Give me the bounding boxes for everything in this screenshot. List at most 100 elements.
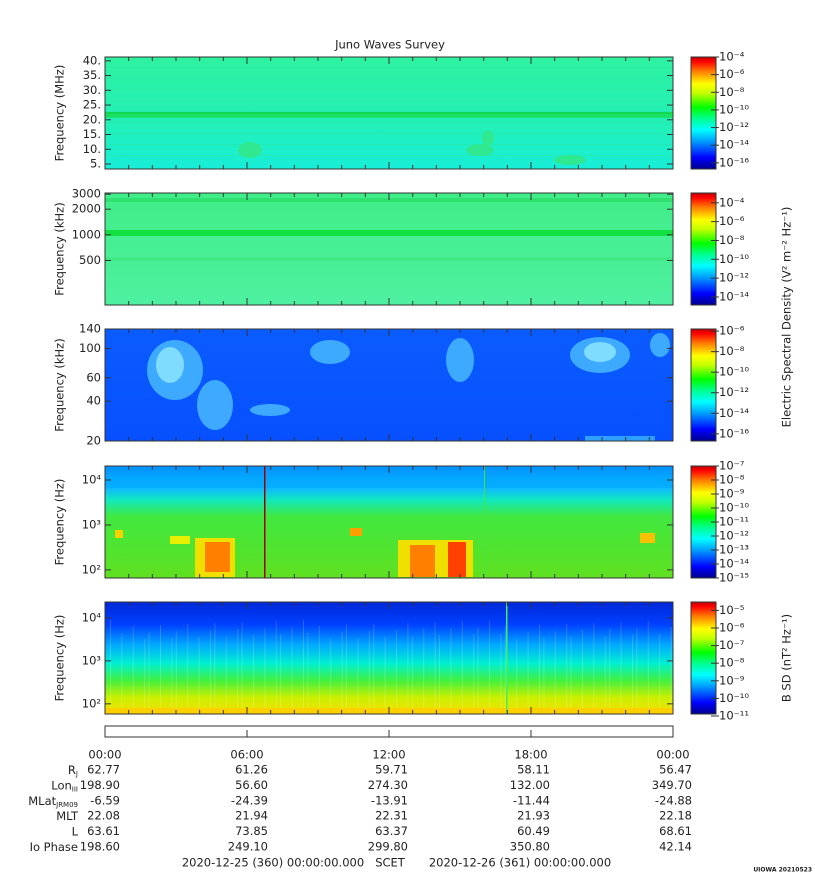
streak: [439, 635, 440, 714]
streak: [330, 639, 332, 714]
patch: [482, 130, 494, 146]
streak: [171, 638, 173, 714]
streak: [148, 632, 150, 714]
spectrogram: [105, 57, 673, 169]
streak: [434, 622, 436, 714]
streak: [484, 466, 485, 578]
row-label-text: R: [68, 763, 76, 777]
band: [105, 111, 673, 112]
streak: [307, 633, 309, 714]
streak: [659, 634, 661, 714]
colorbar-tick-label: 10⁻¹⁶: [719, 155, 749, 169]
streak: [407, 623, 409, 714]
colorbar-tick-label: 10⁻⁹: [719, 673, 745, 687]
patch: [310, 340, 350, 364]
colorbar: [690, 328, 717, 442]
row-label-sub: J: [75, 770, 78, 778]
streak: [647, 621, 649, 714]
row-value: 21.93: [517, 809, 550, 823]
row-value: 63.37: [375, 824, 408, 838]
y-tick-label: 30.: [83, 83, 101, 97]
row-label-text: Lon: [51, 778, 72, 792]
colorbar-tick-label: 10⁻⁸: [719, 233, 745, 247]
colorbar-tick-label: 10⁻⁴: [719, 50, 745, 64]
y-tick-label: 20.: [83, 112, 101, 126]
streak: [411, 636, 413, 714]
row-value: 198.90: [80, 778, 120, 792]
band: [105, 476, 673, 488]
streak: [500, 633, 502, 714]
streak: [473, 634, 475, 714]
colorbar-tick-label: 10⁻¹⁰: [719, 252, 749, 266]
streak: [554, 631, 556, 714]
colorbar-tick-label: 10⁻¹⁴: [719, 289, 749, 303]
streak: [341, 632, 343, 714]
y-tick-label: 10.: [83, 142, 101, 156]
streak: [121, 633, 123, 714]
streak: [527, 632, 529, 714]
y-tick-label: 60: [86, 370, 101, 384]
y-axis-label: Frequency (Hz): [53, 615, 67, 702]
colorbar-tick-label: 10⁻¹⁴: [719, 406, 749, 420]
y-tick-label: 100: [79, 341, 101, 355]
colorbar-tick-label: 10⁻¹²: [719, 385, 749, 399]
row-label-sub: JRM09: [55, 801, 78, 809]
band: [105, 78, 673, 79]
streak: [318, 626, 320, 714]
row-value: 58.11: [517, 763, 550, 777]
streak: [225, 636, 227, 714]
row-value: 22.08: [87, 809, 120, 823]
streak: [144, 639, 146, 714]
streak: [396, 630, 397, 714]
streak: [280, 634, 282, 714]
band: [105, 67, 673, 68]
y-tick-label: 35.: [83, 68, 101, 82]
y-tick-label: 40.: [83, 53, 101, 67]
patch: [170, 536, 190, 544]
streak: [357, 638, 359, 714]
streak: [210, 630, 211, 714]
row-value: 59.71: [375, 763, 408, 777]
streak: [570, 637, 572, 714]
spectrogram: [105, 329, 673, 441]
patch: [156, 347, 184, 383]
row-value: -24.88: [655, 793, 692, 807]
x-tick-label: 12:00: [372, 748, 405, 762]
y-tick-label: 10⁴: [82, 610, 102, 624]
row-label: LonIII: [51, 778, 78, 794]
streak: [214, 623, 216, 714]
spectrogram: [105, 466, 673, 578]
spectrogram: [105, 193, 673, 305]
colorbar: [690, 465, 717, 579]
colorbar-tick-label: 10⁻¹²: [719, 529, 749, 543]
colorbar-tick-label: 10⁻¹⁰: [719, 365, 749, 379]
streak: [346, 625, 347, 714]
colorbar-tick-label: 10⁻¹²: [719, 271, 749, 285]
streak: [516, 639, 518, 714]
row-value: 22.31: [375, 809, 408, 823]
footer-start: 2020-12-25 (360) 00:00:00.000: [182, 856, 364, 870]
patch: [350, 528, 362, 536]
streak: [539, 625, 540, 714]
streak: [609, 629, 611, 714]
streak: [253, 635, 254, 714]
y-axis-label: Frequency (kHz): [53, 202, 67, 295]
y-tick-label: 2000: [72, 202, 101, 216]
streak: [303, 620, 304, 714]
row-value: 63.61: [87, 824, 120, 838]
y-tick-label: 5.: [90, 156, 101, 170]
row-value: 198.60: [80, 840, 120, 854]
y-tick-label: 10²: [82, 696, 101, 710]
x-tick-label: 00:00: [656, 748, 689, 762]
band: [105, 230, 673, 236]
streak: [160, 625, 161, 714]
colorbar-tick-label: 10⁻⁴: [719, 195, 745, 209]
streak: [450, 628, 452, 714]
colorbar-tick-label: 10⁻¹⁰: [719, 102, 749, 116]
colorbar-tick-label: 10⁻⁸: [719, 656, 745, 670]
colorbar: [690, 192, 717, 306]
row-value: 61.26: [235, 763, 268, 777]
colorbar-tick-label: 10⁻⁸: [719, 344, 745, 358]
row-value: 56.60: [235, 778, 268, 792]
streak: [593, 623, 595, 714]
